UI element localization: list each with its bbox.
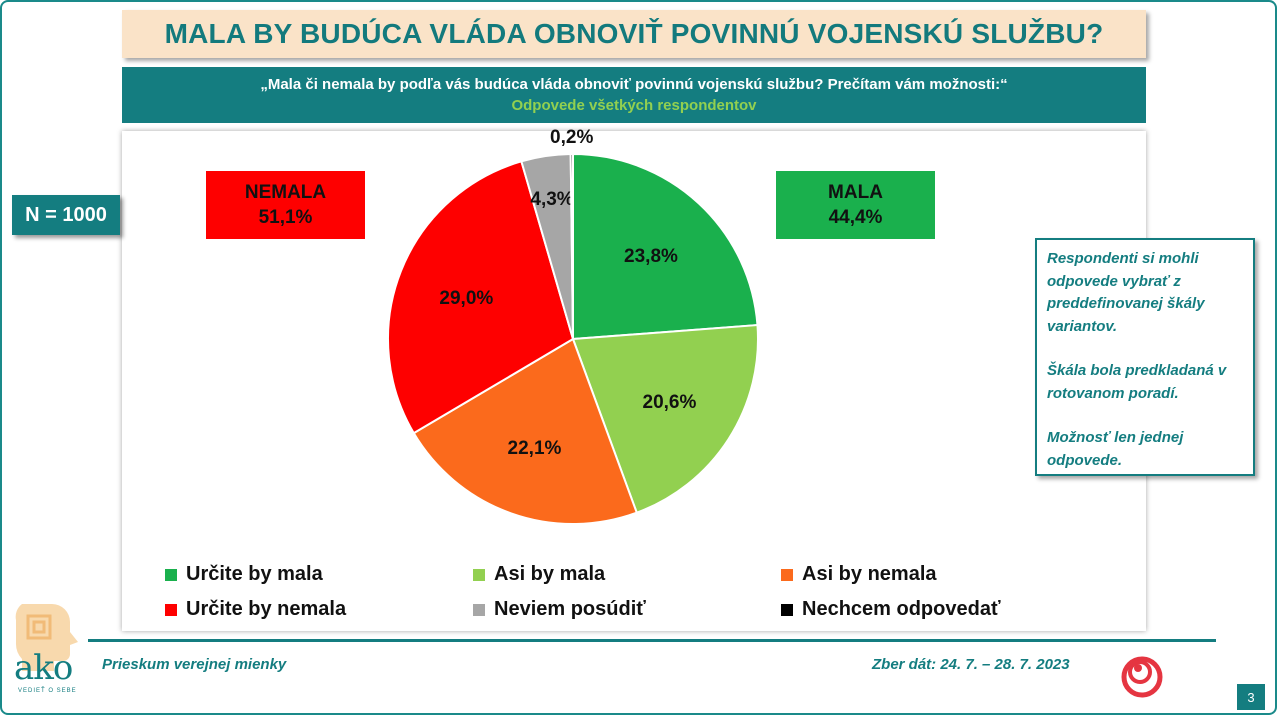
legend-label: Asi by nemala (802, 563, 937, 585)
legend-item-neviem-posudit: Neviem posúdiť (473, 598, 646, 621)
slide-title: MALA BY BUDÚCA VLÁDA OBNOVIŤ POVINNÚ VOJ… (122, 10, 1146, 58)
legend-item-asi-by-nemala: Asi by nemala (781, 563, 937, 586)
pie-slice-urcite-by-nemala (387, 160, 575, 435)
footer-survey-name: Prieskum verejnej mienky (102, 656, 287, 673)
note-paragraph-2: Škála bola predkladaná v rotovanom porad… (1047, 362, 1227, 402)
pie-slice-nechcem-odpovedat (569, 152, 574, 340)
data-label-neviem-posudit: 4,3% (530, 189, 573, 210)
sample-size-badge: N = 1000 (12, 195, 120, 235)
page-number: 3 (1237, 684, 1265, 710)
mala-summary-value: 44,4% (828, 207, 883, 228)
legend-item-urcite-by-nemala: Určite by nemala (165, 598, 346, 621)
note-paragraph-3: Možnosť len jednej odpovede. (1047, 429, 1184, 469)
legend-swatch (781, 568, 793, 581)
legend-item-urcite-by-mala: Určite by mala (165, 563, 323, 586)
pie-slice-urcite-by-mala (572, 152, 759, 341)
pie-chart: 23,8% 20,6% 22,1% 29,0% 4,3% 0,2% (387, 127, 759, 525)
brand-spiral-icon (1121, 656, 1163, 698)
legend-label: Určite by mala (186, 563, 323, 585)
note-paragraph-1: Respondenti si mohli odpovede vybrať z p… (1047, 250, 1205, 335)
legend-item-nechcem-odpovedat: Nechcem odpovedať (781, 598, 1001, 621)
pie-slice-asi-by-nemala (412, 337, 639, 525)
data-label-urcite-by-nemala: 29,0% (439, 288, 493, 309)
ako-logo-icon (15, 604, 78, 671)
pie-slice-asi-by-mala (571, 323, 759, 514)
legend-label: Neviem posúdiť (494, 598, 646, 620)
legend-swatch (165, 603, 177, 616)
legend-label: Nechcem odpovedať (802, 598, 1001, 620)
legend-label: Asi by mala (494, 563, 606, 585)
legend-label: Určite by nemala (186, 598, 347, 620)
ako-logo-tagline: VEDIEŤ O SEBE (18, 688, 77, 694)
data-label-nechcem-odpovedat: 0,2% (550, 127, 593, 148)
data-label-asi-by-mala: 20,6% (643, 392, 697, 413)
question-banner: „Mala či nemala by podľa vás budúca vlád… (122, 67, 1146, 123)
legend-swatch (473, 568, 485, 581)
nemala-summary-value: 51,1% (258, 207, 313, 228)
nemala-summary-box: NEMALA 51,1% (206, 171, 365, 239)
legend-swatch (165, 568, 177, 581)
data-label-urcite-by-mala: 23,8% (624, 246, 678, 267)
respondents-subtitle: Odpovede všetkých respondentov (511, 97, 757, 114)
legend-swatch (473, 603, 485, 616)
question-text: „Mala či nemala by podľa vás budúca vlád… (260, 76, 1008, 93)
mala-summary-box: MALA 44,4% (776, 171, 935, 239)
ako-logo-text: ako (14, 648, 73, 688)
footer-divider (88, 639, 1216, 642)
legend-item-asi-by-mala: Asi by mala (473, 563, 605, 586)
mala-summary-label: MALA (828, 182, 883, 203)
data-label-asi-by-nemala: 22,1% (508, 438, 562, 459)
nemala-summary-label: NEMALA (244, 182, 327, 203)
legend-swatch (781, 603, 793, 616)
footer-collection-dates: Zber dát: 24. 7. – 28. 7. 2023 (872, 656, 1070, 673)
methodology-note: Respondenti si mohli odpovede vybrať z p… (1035, 238, 1255, 476)
